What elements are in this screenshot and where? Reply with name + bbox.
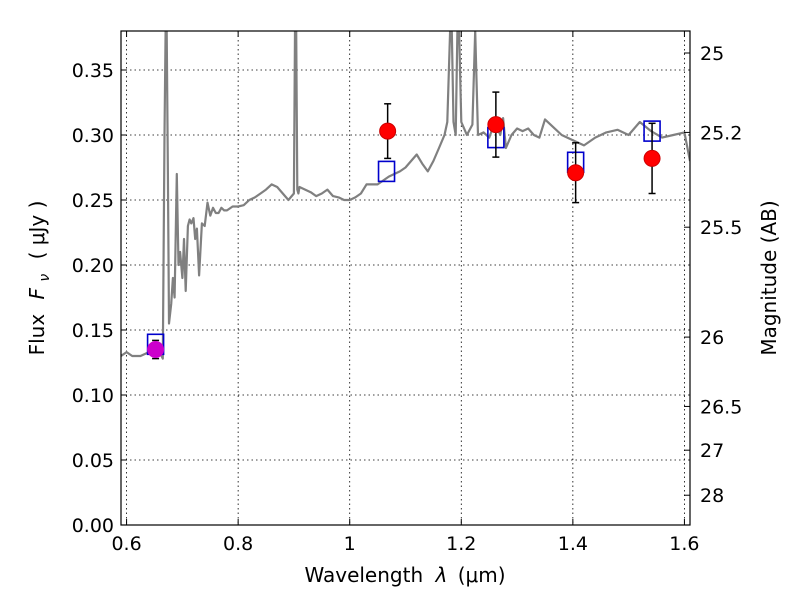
y-tick-label: 0.15	[72, 320, 114, 342]
x-tick-label: 1.6	[669, 533, 699, 555]
y-axis-label-prefix: Flux	[25, 314, 49, 356]
x-tick-label: 1.4	[558, 533, 588, 555]
y2-tick-label: 25.2	[700, 122, 742, 144]
y2-tick-label: 27	[700, 440, 724, 462]
x-tick-label: 1	[344, 533, 356, 555]
x-axis-label-symbol: λ	[435, 563, 448, 587]
plot-background	[121, 31, 690, 525]
observed-point	[643, 149, 661, 167]
y-axis-label: Flux F ν ( μJy )	[25, 201, 54, 356]
model-point	[377, 160, 396, 183]
y-tick-label: 0.30	[72, 125, 114, 147]
x-tick-label: 1.2	[446, 533, 476, 555]
x-axis-label-prefix: Wavelength	[304, 563, 423, 587]
y-axis-label-subscript: ν	[37, 274, 53, 282]
y2-axis-label: Magnitude (AB)	[757, 200, 781, 355]
plot-frame	[120, 30, 691, 526]
markers	[146, 91, 661, 360]
y-tick-label: 0.20	[72, 255, 114, 277]
y-tick-label: 0.00	[72, 515, 114, 537]
ticks: 0.6 0.8 1 1.2 1.4 1.6 0.00 0.05 0.10 0.15 0.20 0.25…	[72, 31, 742, 555]
y-tick-label: 0.05	[72, 450, 114, 472]
spectrum-line	[121, 31, 690, 360]
observed-point	[147, 341, 165, 358]
y2-tick-label: 26	[700, 327, 724, 349]
observed-point	[379, 122, 397, 140]
x-axis-label: Wavelength λ (μm)	[304, 563, 505, 587]
y2-tick-label: 26.5	[700, 396, 742, 418]
y-tick-label: 0.10	[72, 385, 114, 407]
observed-point	[487, 116, 505, 134]
y-tick-label: 0.35	[72, 60, 114, 82]
x-axis-label-unit: (μm)	[458, 563, 506, 587]
y2-tick-label: 25.5	[700, 217, 742, 239]
y-axis-label-unit: ( μJy )	[25, 201, 49, 260]
y-axis-label-symbol: F	[25, 287, 49, 299]
plot-area	[121, 31, 690, 360]
x-tick-label: 0.8	[223, 533, 253, 555]
y-tick-label: 0.25	[72, 190, 114, 212]
y2-tick-label: 28	[700, 485, 724, 507]
observed-point	[567, 164, 585, 182]
x-tick-label: 0.6	[111, 533, 141, 555]
y2-tick-label: 25	[700, 43, 724, 65]
